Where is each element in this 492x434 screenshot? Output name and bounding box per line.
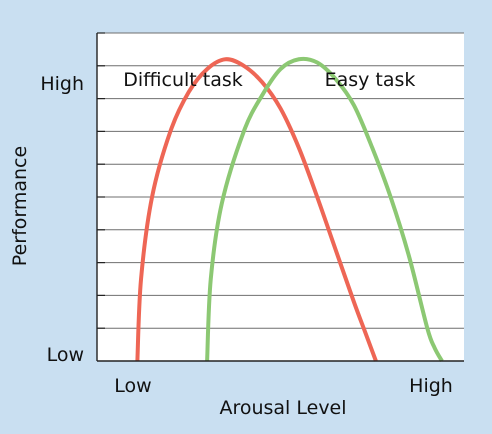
x-tick-label-high: High [409,375,453,397]
x-tick-label-low: Low [114,375,151,397]
series-label-easy-task: Easy task [325,69,416,91]
y-tick-label-high: High [40,73,84,95]
x-axis-label: Arousal Level [219,397,346,419]
y-axis-label: Performance [9,146,31,266]
y-tick-label-low: Low [47,344,84,366]
series-label-difficult-task: Difficult task [123,69,243,91]
difficult-task-curve [135,57,378,362]
grid-lines [97,32,464,329]
easy-task-curve [205,56,444,363]
y-ticks [97,32,105,329]
series-lines [135,56,444,363]
